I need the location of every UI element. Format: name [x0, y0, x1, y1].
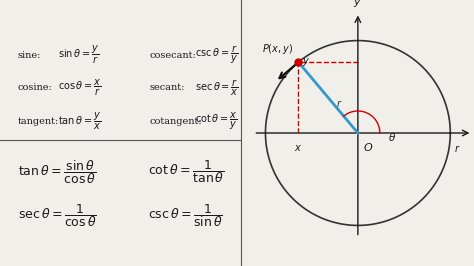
Text: $y$: $y$ — [354, 0, 362, 9]
Text: $\tan\theta = \dfrac{\sin\theta}{\cos\theta}$: $\tan\theta = \dfrac{\sin\theta}{\cos\th… — [18, 158, 96, 186]
Text: tangent:: tangent: — [18, 117, 59, 126]
Text: cosine:: cosine: — [18, 84, 53, 93]
Text: $\csc\theta = \dfrac{r}{y}$: $\csc\theta = \dfrac{r}{y}$ — [195, 44, 238, 66]
Text: secant:: secant: — [150, 84, 185, 93]
Text: $\sec\theta = \dfrac{1}{\cos\theta}$: $\sec\theta = \dfrac{1}{\cos\theta}$ — [18, 202, 97, 230]
Text: $\theta$: $\theta$ — [388, 131, 396, 143]
Text: cosecant:: cosecant: — [150, 51, 197, 60]
Text: $r$: $r$ — [454, 143, 461, 154]
Text: $O$: $O$ — [363, 141, 373, 153]
Text: cotangent:: cotangent: — [150, 117, 202, 126]
Text: $\cot\theta = \dfrac{1}{\tan\theta}$: $\cot\theta = \dfrac{1}{\tan\theta}$ — [148, 159, 225, 185]
Text: $\sec\theta = \dfrac{r}{x}$: $\sec\theta = \dfrac{r}{x}$ — [195, 78, 239, 98]
Text: $r$: $r$ — [336, 98, 343, 109]
Text: $\sin\theta = \dfrac{y}{r}$: $\sin\theta = \dfrac{y}{r}$ — [58, 44, 100, 66]
Text: $x$: $x$ — [294, 143, 302, 153]
Text: $\tan\theta = \dfrac{y}{x}$: $\tan\theta = \dfrac{y}{x}$ — [58, 110, 101, 131]
Text: $\cot\theta = \dfrac{x}{y}$: $\cot\theta = \dfrac{x}{y}$ — [195, 110, 237, 131]
Text: $P(x, y)$: $P(x, y)$ — [262, 42, 293, 56]
Text: $\csc\theta = \dfrac{1}{\sin\theta}$: $\csc\theta = \dfrac{1}{\sin\theta}$ — [148, 202, 223, 230]
Text: $y$: $y$ — [302, 56, 310, 68]
Text: $\cos\theta = \dfrac{x}{r}$: $\cos\theta = \dfrac{x}{r}$ — [58, 78, 102, 98]
Text: sine:: sine: — [18, 51, 41, 60]
